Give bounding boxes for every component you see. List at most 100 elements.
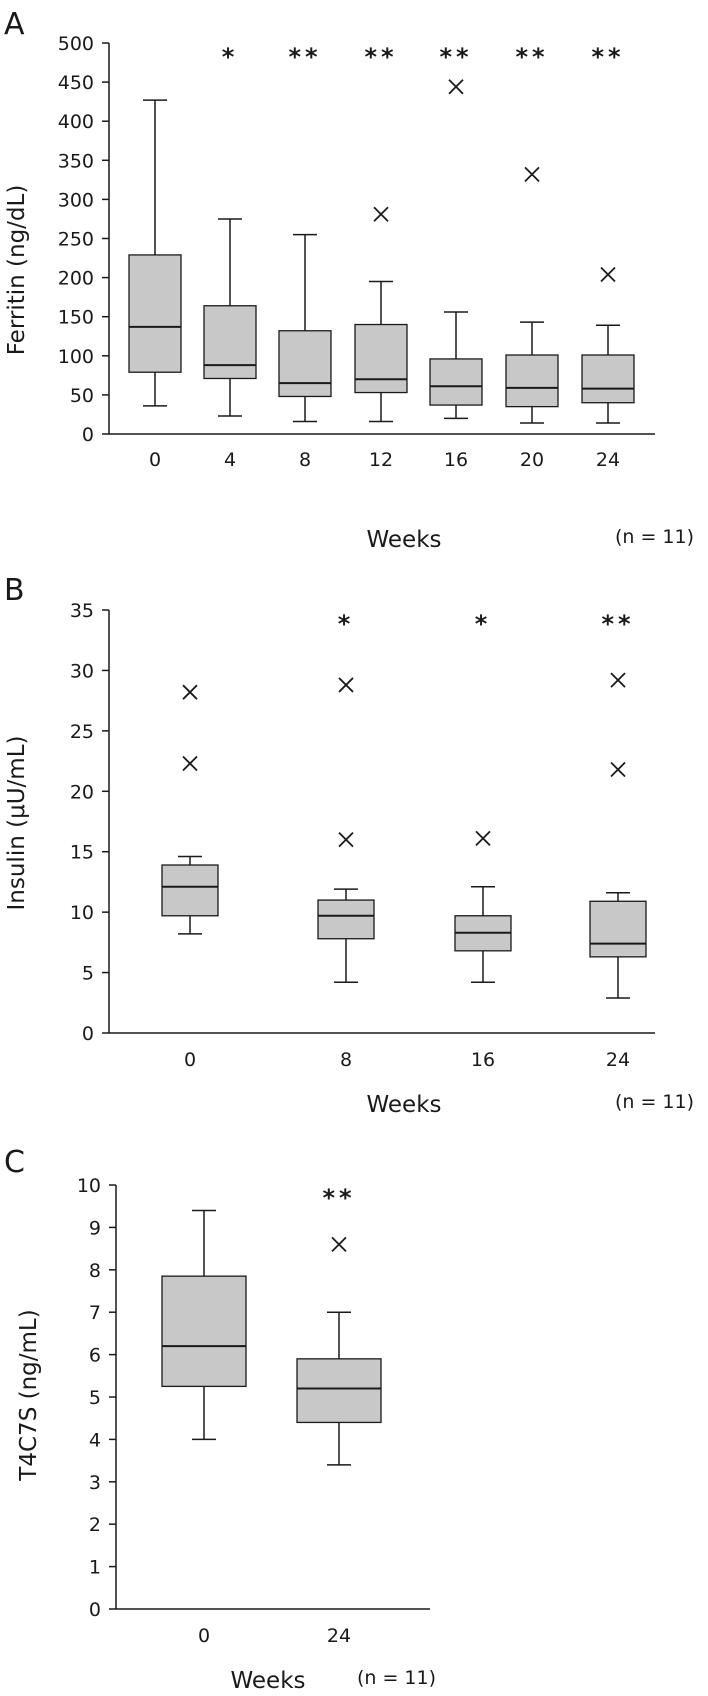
- panel-b-y-ticks: 0 5 10 15 20 25 30 35: [70, 600, 109, 1045]
- y-tick-label: 250: [58, 229, 94, 251]
- y-tick-label: 35: [70, 600, 94, 622]
- y-tick-label: 7: [89, 1302, 101, 1324]
- x-tick-label: 8: [340, 1049, 352, 1071]
- y-tick-label: 0: [89, 1599, 101, 1621]
- panel-b-ylabel: Insulin (μU/mL): [4, 736, 30, 911]
- box-8: *: [317, 610, 375, 983]
- x-tick-label: 24: [327, 1625, 351, 1647]
- box-0: [161, 684, 219, 935]
- panel-b-letter: B: [4, 573, 25, 608]
- y-tick-label: 3: [89, 1472, 101, 1494]
- y-tick-label: 100: [58, 346, 94, 368]
- panel-a-boxes: * ** ** ** ** **: [128, 43, 635, 424]
- y-tick-label: 4: [89, 1429, 101, 1451]
- outlier-stroke: [331, 1236, 347, 1252]
- panel-c-boxes: **: [161, 1184, 382, 1466]
- box-12: **: [354, 43, 408, 423]
- significance-marker: **: [288, 43, 321, 71]
- y-tick-label: 8: [89, 1260, 101, 1282]
- y-tick-label: 20: [70, 781, 94, 803]
- iqr-box: [203, 305, 257, 380]
- iqr-box: [589, 900, 647, 958]
- significance-marker: *: [222, 43, 239, 71]
- outlier-marker: [600, 266, 616, 283]
- y-tick-label: 300: [58, 189, 94, 211]
- y-tick-label: 2: [89, 1514, 101, 1536]
- significance-marker: **: [515, 43, 548, 71]
- significance-marker: *: [475, 610, 492, 638]
- outlier-stroke: [182, 684, 198, 700]
- box-0: [128, 99, 182, 407]
- x-tick-label: 0: [184, 1049, 196, 1071]
- y-tick-label: 150: [58, 307, 94, 329]
- iqr-box: [128, 254, 182, 373]
- box-24: **: [296, 1184, 382, 1466]
- panel-a-y-ticks: 0 50 100 150 200 250 300 350 400 450 500: [58, 33, 109, 446]
- panel-c-y-ticks: 0 1 2 3 4 5 6 7 8 9 10: [77, 1175, 116, 1621]
- y-tick-label: 350: [58, 150, 94, 172]
- x-tick-label: 20: [520, 449, 544, 471]
- iqr-box: [161, 1275, 247, 1388]
- panel-a-x-ticks: 0 4 8 12 16 20 24: [149, 449, 620, 471]
- outlier-marker: [610, 761, 626, 778]
- x-tick-label: 24: [596, 449, 620, 471]
- outlier-stroke: [524, 166, 540, 183]
- box-8: **: [278, 43, 332, 423]
- y-tick-label: 400: [58, 111, 94, 133]
- y-tick-label: 0: [82, 424, 94, 446]
- box-4: *: [203, 43, 257, 417]
- x-tick-label: 24: [606, 1049, 630, 1071]
- iqr-box: [161, 864, 219, 917]
- iqr-box: [505, 354, 559, 408]
- significance-marker: **: [439, 43, 472, 71]
- outlier-marker: [338, 677, 354, 693]
- x-tick-label: 0: [149, 449, 161, 471]
- panel-b-xlabel: Weeks: [367, 1092, 442, 1118]
- box-20: **: [505, 43, 559, 424]
- panel-a-xlabel: Weeks: [367, 527, 442, 553]
- outlier-marker: [373, 206, 389, 222]
- x-tick-label: 16: [444, 449, 468, 471]
- outlier-marker: [182, 755, 198, 772]
- iqr-box: [278, 330, 332, 398]
- y-tick-label: 50: [70, 385, 94, 407]
- y-tick-label: 5: [89, 1387, 101, 1409]
- outlier-stroke: [475, 830, 491, 847]
- significance-marker: *: [338, 610, 355, 638]
- outlier-marker: [475, 830, 491, 847]
- box-24: **: [581, 43, 635, 424]
- significance-marker: **: [591, 43, 624, 71]
- outlier-marker: [338, 831, 354, 848]
- y-tick-label: 200: [58, 268, 94, 290]
- x-tick-label: 16: [471, 1049, 495, 1071]
- panel-c-n-label: (n = 11): [357, 1667, 436, 1689]
- outlier-marker: [610, 672, 626, 688]
- outlier-stroke: [338, 831, 354, 848]
- y-tick-label: 10: [70, 902, 94, 924]
- y-tick-label: 5: [82, 963, 94, 985]
- iqr-box: [296, 1358, 382, 1424]
- outlier-stroke: [373, 206, 389, 222]
- y-tick-label: 6: [89, 1345, 101, 1367]
- y-tick-label: 15: [70, 842, 94, 864]
- panel-a-n-label: (n = 11): [615, 526, 694, 548]
- box-0: [161, 1209, 247, 1441]
- significance-marker: **: [364, 43, 397, 71]
- y-tick-label: 0: [82, 1023, 94, 1045]
- outlier-stroke: [448, 79, 464, 95]
- x-tick-label: 4: [224, 449, 236, 471]
- x-tick-label: 12: [369, 449, 393, 471]
- significance-marker: **: [322, 1184, 355, 1212]
- panel-b-n-label: (n = 11): [615, 1091, 694, 1113]
- y-tick-label: 9: [89, 1217, 101, 1239]
- iqr-box: [429, 358, 483, 406]
- iqr-box: [354, 323, 408, 394]
- outlier-marker: [182, 684, 198, 700]
- significance-marker: **: [601, 610, 634, 638]
- panel-b-x-ticks: 0 8 16 24: [184, 1049, 630, 1071]
- outlier-stroke: [182, 755, 198, 772]
- outlier-stroke: [600, 266, 616, 283]
